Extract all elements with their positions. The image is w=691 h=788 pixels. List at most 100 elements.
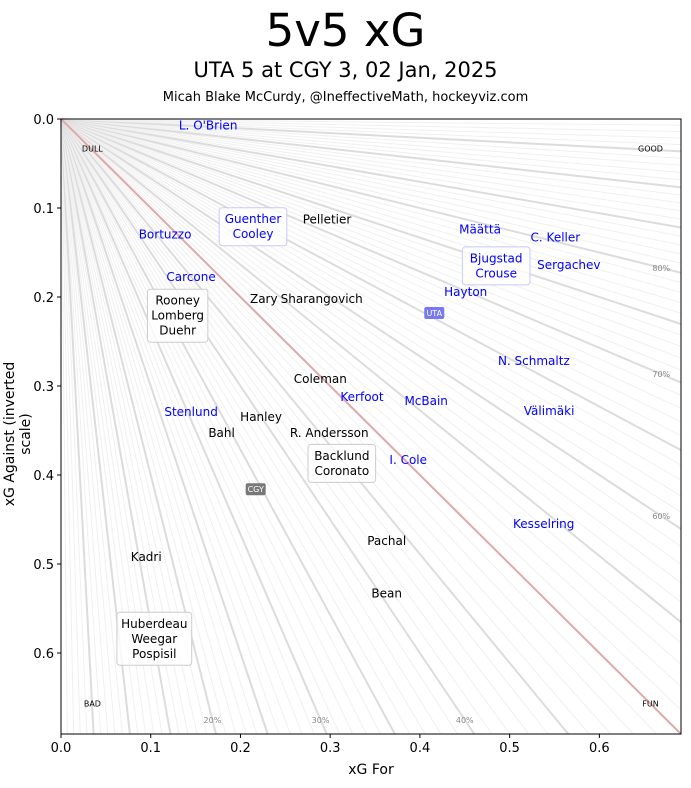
x-tick-label: 0.5 bbox=[499, 741, 520, 756]
fan-line bbox=[60, 118, 247, 735]
fan-line bbox=[60, 118, 682, 325]
player-name: Sergachev bbox=[537, 258, 600, 272]
fan-line bbox=[60, 118, 682, 481]
fan-line bbox=[60, 118, 612, 735]
player-label: Pachal bbox=[367, 534, 406, 548]
player-name: Hayton bbox=[444, 285, 487, 299]
player-name: Kerfoot bbox=[340, 390, 383, 404]
fan-line bbox=[60, 118, 682, 396]
player-name: I. Cole bbox=[389, 453, 427, 467]
fan-line bbox=[60, 118, 682, 688]
player-label: Bortuzzo bbox=[139, 228, 192, 242]
fan-line bbox=[60, 118, 81, 735]
player-name: Carcone bbox=[166, 270, 215, 284]
player-label: R. Andersson bbox=[290, 426, 369, 440]
player-label: Coleman bbox=[294, 372, 347, 386]
player-label: Stenlund bbox=[164, 405, 217, 419]
player-name: Määttä bbox=[459, 222, 501, 236]
fan-line bbox=[60, 118, 396, 735]
player-label: Sergachev bbox=[537, 258, 600, 272]
player-name: Huberdeau bbox=[121, 617, 187, 631]
player-name: Bahl bbox=[208, 426, 235, 440]
fan-line bbox=[60, 118, 682, 293]
player-box bbox=[218, 207, 288, 247]
fan-line bbox=[60, 118, 328, 735]
percent-label: 60% bbox=[652, 512, 670, 521]
fan-line bbox=[60, 118, 227, 735]
fan-line bbox=[60, 118, 682, 466]
fan-line bbox=[60, 118, 682, 665]
x-tick-label: 0.0 bbox=[51, 741, 72, 756]
player-name: Weegar bbox=[131, 632, 177, 646]
percent-label: 30% bbox=[312, 716, 330, 725]
y-tick-label: 0.5 bbox=[33, 558, 54, 573]
player-box bbox=[146, 288, 209, 343]
plot-frame bbox=[60, 118, 682, 735]
player-label: Määttä bbox=[459, 222, 501, 236]
chart-title: 5v5 xG bbox=[265, 4, 426, 57]
fan-line bbox=[60, 118, 381, 735]
player-name: Crouse bbox=[475, 266, 517, 280]
fan-line bbox=[60, 118, 95, 735]
fan-line bbox=[60, 118, 530, 735]
team-label: CGY bbox=[248, 485, 264, 494]
player-name: R. Andersson bbox=[290, 426, 369, 440]
player-name: Sharangovich bbox=[281, 292, 363, 306]
player-name: Kesselring bbox=[513, 517, 574, 531]
fan-line bbox=[60, 118, 354, 735]
player-label: C. Keller bbox=[531, 230, 581, 244]
fan-line bbox=[60, 118, 442, 735]
fan-line bbox=[60, 118, 682, 371]
x-axis-label: xG For bbox=[348, 762, 394, 778]
chart-credit: Micah Blake McCurdy, @IneffectiveMath, h… bbox=[162, 90, 529, 105]
fan-line bbox=[60, 118, 682, 246]
fan-line bbox=[60, 118, 88, 735]
fan-line bbox=[60, 118, 682, 196]
x-tick-label: 0.4 bbox=[410, 741, 431, 756]
corner-label: FUN bbox=[642, 700, 658, 709]
player-name: Pospisil bbox=[132, 647, 176, 661]
team-badge bbox=[245, 483, 266, 496]
fan-line bbox=[60, 118, 303, 735]
player-name: Zary bbox=[250, 292, 278, 306]
fan-line bbox=[60, 118, 682, 623]
player-label: Sharangovich bbox=[281, 292, 363, 306]
fan-line bbox=[60, 118, 682, 264]
fan-line bbox=[60, 118, 280, 735]
even-line bbox=[60, 118, 682, 735]
team-badge bbox=[424, 307, 445, 320]
fan-line bbox=[60, 118, 102, 735]
fan-line bbox=[60, 118, 682, 347]
fan-line bbox=[60, 118, 493, 735]
player-label: I. Cole bbox=[389, 453, 427, 467]
fan-line bbox=[60, 118, 682, 189]
fan-line bbox=[60, 118, 291, 735]
fan-line bbox=[60, 118, 570, 735]
player-label: Pelletier bbox=[303, 213, 352, 227]
x-tick-label: 0.3 bbox=[320, 741, 341, 756]
fan-line bbox=[60, 118, 682, 384]
y-tick-label: 0.0 bbox=[33, 113, 54, 128]
player-name: McBain bbox=[404, 394, 447, 408]
corner-label: BAD bbox=[84, 700, 101, 709]
player-name: Lomberg bbox=[151, 309, 204, 323]
fan-line bbox=[60, 118, 511, 735]
fan-line bbox=[60, 118, 411, 735]
percent-label: 70% bbox=[652, 370, 670, 379]
team-label: UTA bbox=[426, 309, 442, 318]
fan-line bbox=[60, 118, 682, 409]
player-label: Bahl bbox=[208, 426, 235, 440]
player-name: Backlund bbox=[314, 449, 369, 463]
fan-line bbox=[60, 118, 682, 153]
fan-line bbox=[60, 118, 682, 547]
fan-line bbox=[60, 118, 634, 735]
player-label: McBain bbox=[404, 394, 447, 408]
x-tick-label: 0.1 bbox=[140, 741, 161, 756]
fan-line bbox=[60, 118, 682, 513]
player-name: Bjugstad bbox=[470, 251, 523, 265]
fan-line bbox=[60, 118, 315, 735]
